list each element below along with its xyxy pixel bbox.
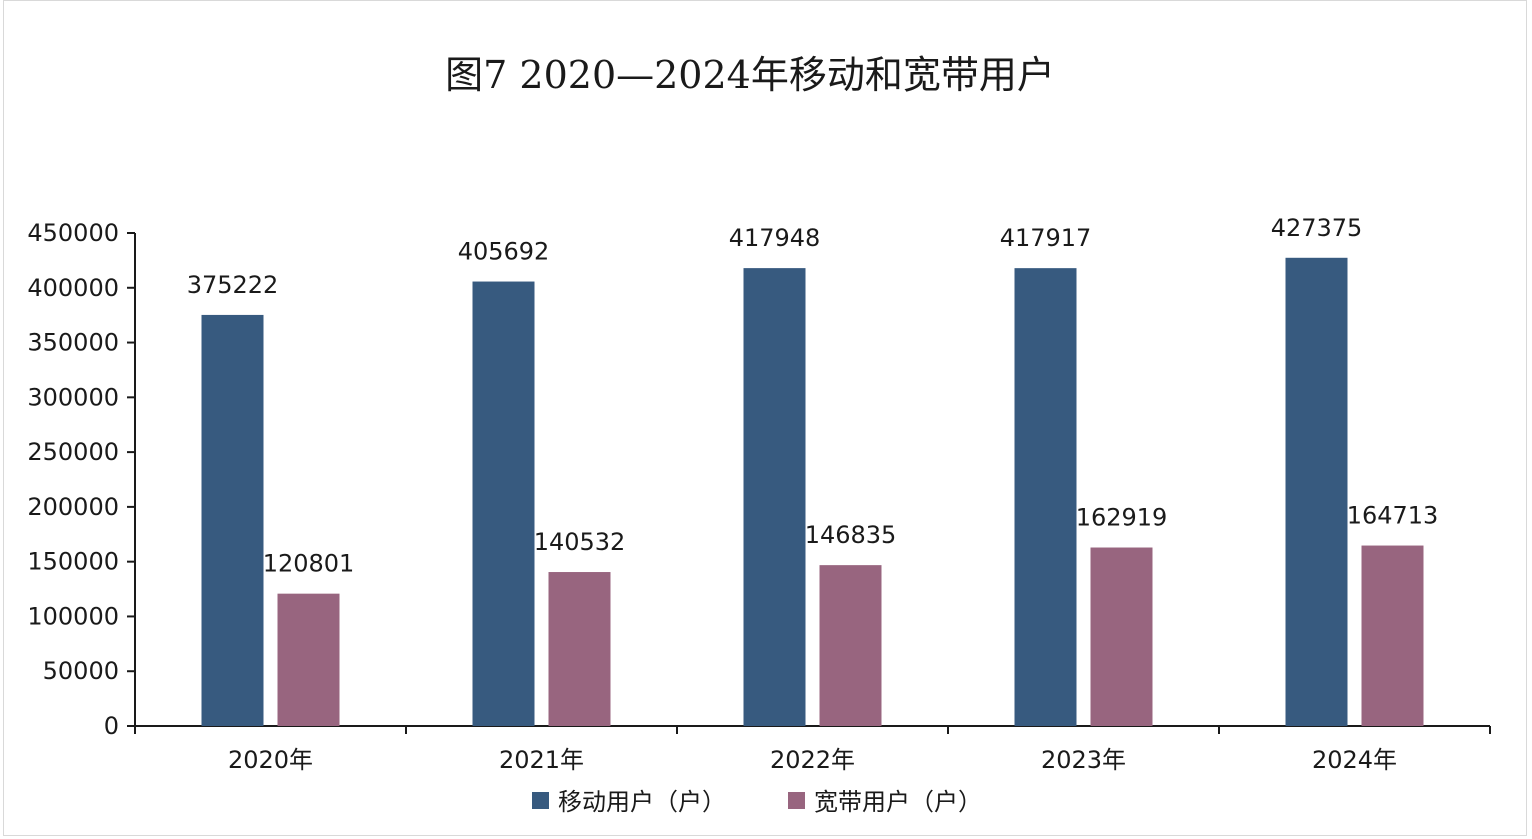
- x-tick-label: 2022年: [770, 746, 855, 774]
- x-axis: 2020年 2021年 2022年 2023年 2024年: [134, 725, 1491, 774]
- bar-series-0: [1285, 257, 1348, 726]
- bar-series-1: [1361, 545, 1424, 726]
- bar-series-0: [201, 314, 264, 726]
- bar-series-1: [1090, 547, 1153, 726]
- y-tick-label: 400000: [27, 274, 119, 302]
- legend-swatch: [788, 792, 805, 809]
- data-label: 405692: [458, 238, 550, 266]
- legend-swatch: [532, 792, 549, 809]
- bar-series-0: [472, 281, 535, 726]
- data-label: 164713: [1347, 502, 1439, 530]
- bars: [201, 257, 1424, 726]
- legend-label: 移动用户（户）: [558, 788, 726, 816]
- y-tick-label: 200000: [27, 493, 119, 521]
- data-label: 375222: [187, 271, 279, 299]
- x-tick-label: 2021年: [499, 746, 584, 774]
- y-tick-label: 0: [104, 712, 119, 740]
- bar-series-0: [743, 268, 806, 726]
- data-labels: 375222 405692 417948 417917 427375 120801 1405…: [187, 214, 1439, 578]
- y-tick-label: 100000: [27, 602, 119, 630]
- data-label: 417948: [729, 224, 821, 252]
- data-label: 120801: [263, 550, 355, 578]
- data-label: 417917: [1000, 224, 1092, 252]
- chart-title: 图7 2020—2024年移动和宽带用户: [445, 53, 1055, 97]
- data-label: 427375: [1271, 214, 1363, 242]
- data-label: 146835: [805, 521, 897, 549]
- data-label: 162919: [1076, 504, 1168, 532]
- data-label: 140532: [534, 528, 626, 556]
- x-tick-label: 2020年: [228, 746, 313, 774]
- bar-series-1: [548, 572, 611, 726]
- bar-series-0: [1014, 268, 1077, 726]
- y-tick-label: 250000: [27, 438, 119, 466]
- x-tick-label: 2024年: [1312, 746, 1397, 774]
- x-tick-label: 2023年: [1041, 746, 1126, 774]
- legend-label: 宽带用户（户）: [814, 788, 982, 816]
- y-tick-label: 350000: [27, 329, 119, 357]
- y-tick-label: 300000: [27, 383, 119, 411]
- y-tick-label: 450000: [27, 219, 119, 247]
- y-tick-label: 150000: [27, 548, 119, 576]
- bar-series-1: [819, 565, 882, 726]
- bar-series-1: [277, 593, 340, 726]
- y-tick-label: 50000: [43, 657, 119, 685]
- y-axis: 0 50000 100000 150000 200000 250000 300000 3500…: [27, 219, 136, 740]
- legend: 移动用户（户） 宽带用户（户）: [532, 788, 982, 816]
